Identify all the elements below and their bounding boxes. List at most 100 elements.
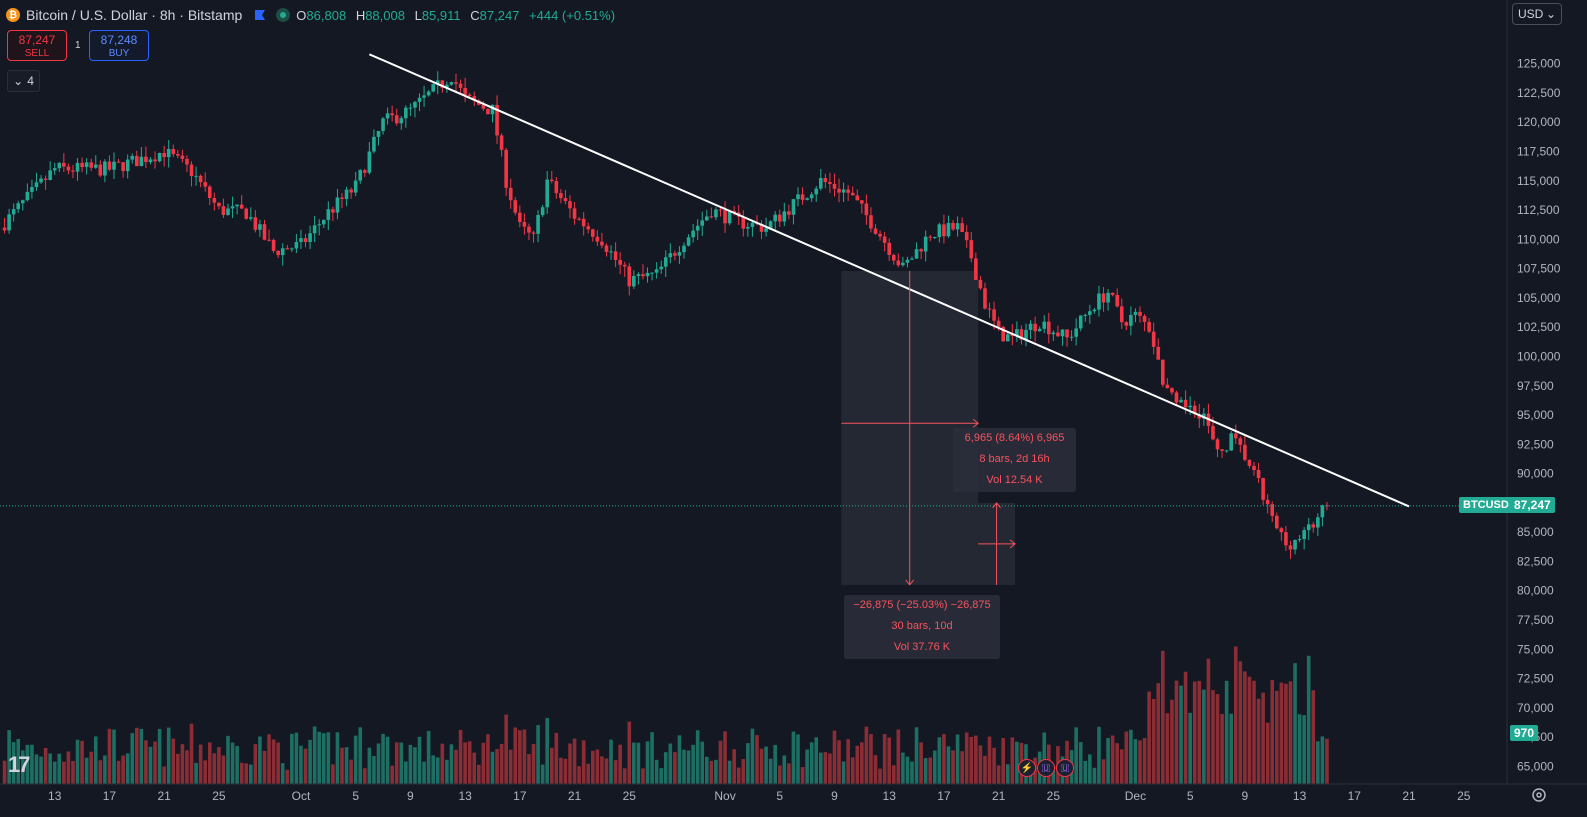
- candle-body: [212, 197, 217, 203]
- us-flag-icon[interactable]: 🇺: [1037, 759, 1055, 777]
- volume-bar: [280, 763, 285, 784]
- volume-bar: [1243, 671, 1247, 784]
- volume-bar: [992, 747, 996, 784]
- candle-body: [1138, 311, 1142, 316]
- candle-body: [467, 94, 472, 97]
- volume-bar: [996, 765, 1001, 784]
- candle-body: [873, 228, 878, 234]
- candle-body: [823, 178, 828, 183]
- candle-body: [454, 82, 458, 84]
- candle-body: [57, 162, 62, 169]
- candle-body: [974, 258, 978, 280]
- volume-bar: [750, 728, 755, 784]
- volume-bar: [499, 743, 504, 784]
- candle-body: [25, 191, 30, 201]
- sell-button[interactable]: 87,247 SELL: [7, 30, 67, 61]
- candle-body: [695, 225, 700, 231]
- symbol-title[interactable]: Bitcoin / U.S. Dollar · 8h · Bitstamp: [26, 7, 243, 23]
- candle-body: [1019, 329, 1024, 340]
- volume-bar: [435, 757, 440, 784]
- trendline[interactable]: [368, 53, 1410, 508]
- time-axis[interactable]: 13 17 21 25 Oct 5 9 13 17 21 25 Nov 5 9 13 17 21 25 Dec 5 9 1…: [48, 789, 1471, 803]
- time-tick-label: 25: [1047, 789, 1061, 803]
- flag-icon[interactable]: [254, 9, 266, 21]
- candle-body: [787, 211, 791, 215]
- candle-body: [1056, 332, 1060, 337]
- tradingview-logo[interactable]: 17: [8, 752, 31, 777]
- volume-bar: [1010, 737, 1015, 784]
- volume-bar: [1097, 726, 1101, 784]
- volume-bar: [787, 763, 791, 784]
- open-label: O: [296, 7, 307, 23]
- candle-body: [508, 187, 513, 201]
- candle-body: [536, 215, 540, 234]
- candle-body: [417, 97, 422, 102]
- candle-body: [983, 288, 987, 309]
- volume-bar: [1279, 682, 1284, 784]
- candle-body: [1320, 505, 1325, 518]
- volume-bar: [230, 742, 235, 784]
- candle-body: [572, 208, 577, 219]
- candle-body: [249, 217, 253, 219]
- candle-body: [1270, 504, 1275, 516]
- volume-bar: [130, 733, 135, 784]
- candle-body: [782, 211, 787, 222]
- volume-bar: [340, 747, 344, 784]
- candle-body: [93, 164, 98, 168]
- volume-bar: [1005, 764, 1010, 784]
- volume-bar: [1170, 699, 1174, 784]
- candle-body: [586, 226, 591, 230]
- candle-body: [1028, 323, 1033, 330]
- volume-bar: [185, 750, 189, 784]
- buy-button[interactable]: 87,248 BUY: [89, 30, 149, 61]
- candle-body: [1092, 309, 1097, 312]
- volume-bar: [125, 753, 130, 784]
- volume-bar: [832, 730, 837, 784]
- volume-bar: [723, 731, 727, 784]
- measure-up-label[interactable]: 6,965 (8.64%) 6,965 8 bars, 2d 16h Vol 1…: [953, 428, 1076, 492]
- lightning-icon[interactable]: ⚡: [1018, 759, 1036, 777]
- volume-bar: [103, 755, 107, 784]
- candle-body: [84, 162, 89, 168]
- volume-bar: [458, 729, 463, 784]
- volume-bar: [746, 743, 750, 784]
- volume-bar: [331, 764, 335, 784]
- volume-bar: [960, 751, 964, 784]
- volume-bar: [814, 737, 819, 784]
- time-tick-label: 21: [157, 789, 171, 803]
- volume-bar: [1074, 727, 1078, 784]
- event-markers[interactable]: ⚡ 🇺 🇺: [1018, 759, 1074, 777]
- volume-bar: [873, 755, 878, 784]
- candle-body: [71, 170, 75, 172]
- candle-body: [48, 170, 52, 180]
- candle-body: [759, 223, 764, 232]
- candle-body: [764, 228, 768, 232]
- volume-bar: [613, 760, 618, 784]
- gear-icon[interactable]: [1530, 786, 1548, 804]
- volume-bar: [987, 736, 992, 784]
- candle-body: [855, 195, 860, 201]
- candle-body: [663, 257, 668, 267]
- currency-select[interactable]: USD ⌄: [1512, 3, 1562, 25]
- candle-body: [850, 192, 855, 196]
- price-axis[interactable]: 125,000 122,500 120,000 117,500 115,000 112,5…: [1517, 57, 1561, 774]
- candle-body: [262, 224, 267, 240]
- volume-bar: [1297, 714, 1302, 784]
- time-tick-label: 25: [1457, 789, 1471, 803]
- time-tick-label: Dec: [1125, 789, 1146, 803]
- candle-body: [1078, 315, 1083, 329]
- indicators-toggle-button[interactable]: ⌄ 4: [7, 70, 40, 92]
- volume-bar: [1320, 736, 1325, 784]
- measure-down-label[interactable]: −26,875 (−25.03%) −26,875 30 bars, 10d V…: [844, 595, 1000, 659]
- volume-bar: [89, 751, 93, 784]
- volume-bar: [244, 763, 249, 784]
- candle-body: [987, 308, 992, 310]
- us-flag-icon[interactable]: 🇺: [1056, 759, 1074, 777]
- candle-body: [326, 209, 331, 221]
- candle-body: [1238, 438, 1243, 445]
- candle-body: [869, 215, 873, 229]
- volume-bar: [855, 745, 860, 784]
- candle-body: [1151, 331, 1156, 347]
- volume-bar: [321, 733, 326, 784]
